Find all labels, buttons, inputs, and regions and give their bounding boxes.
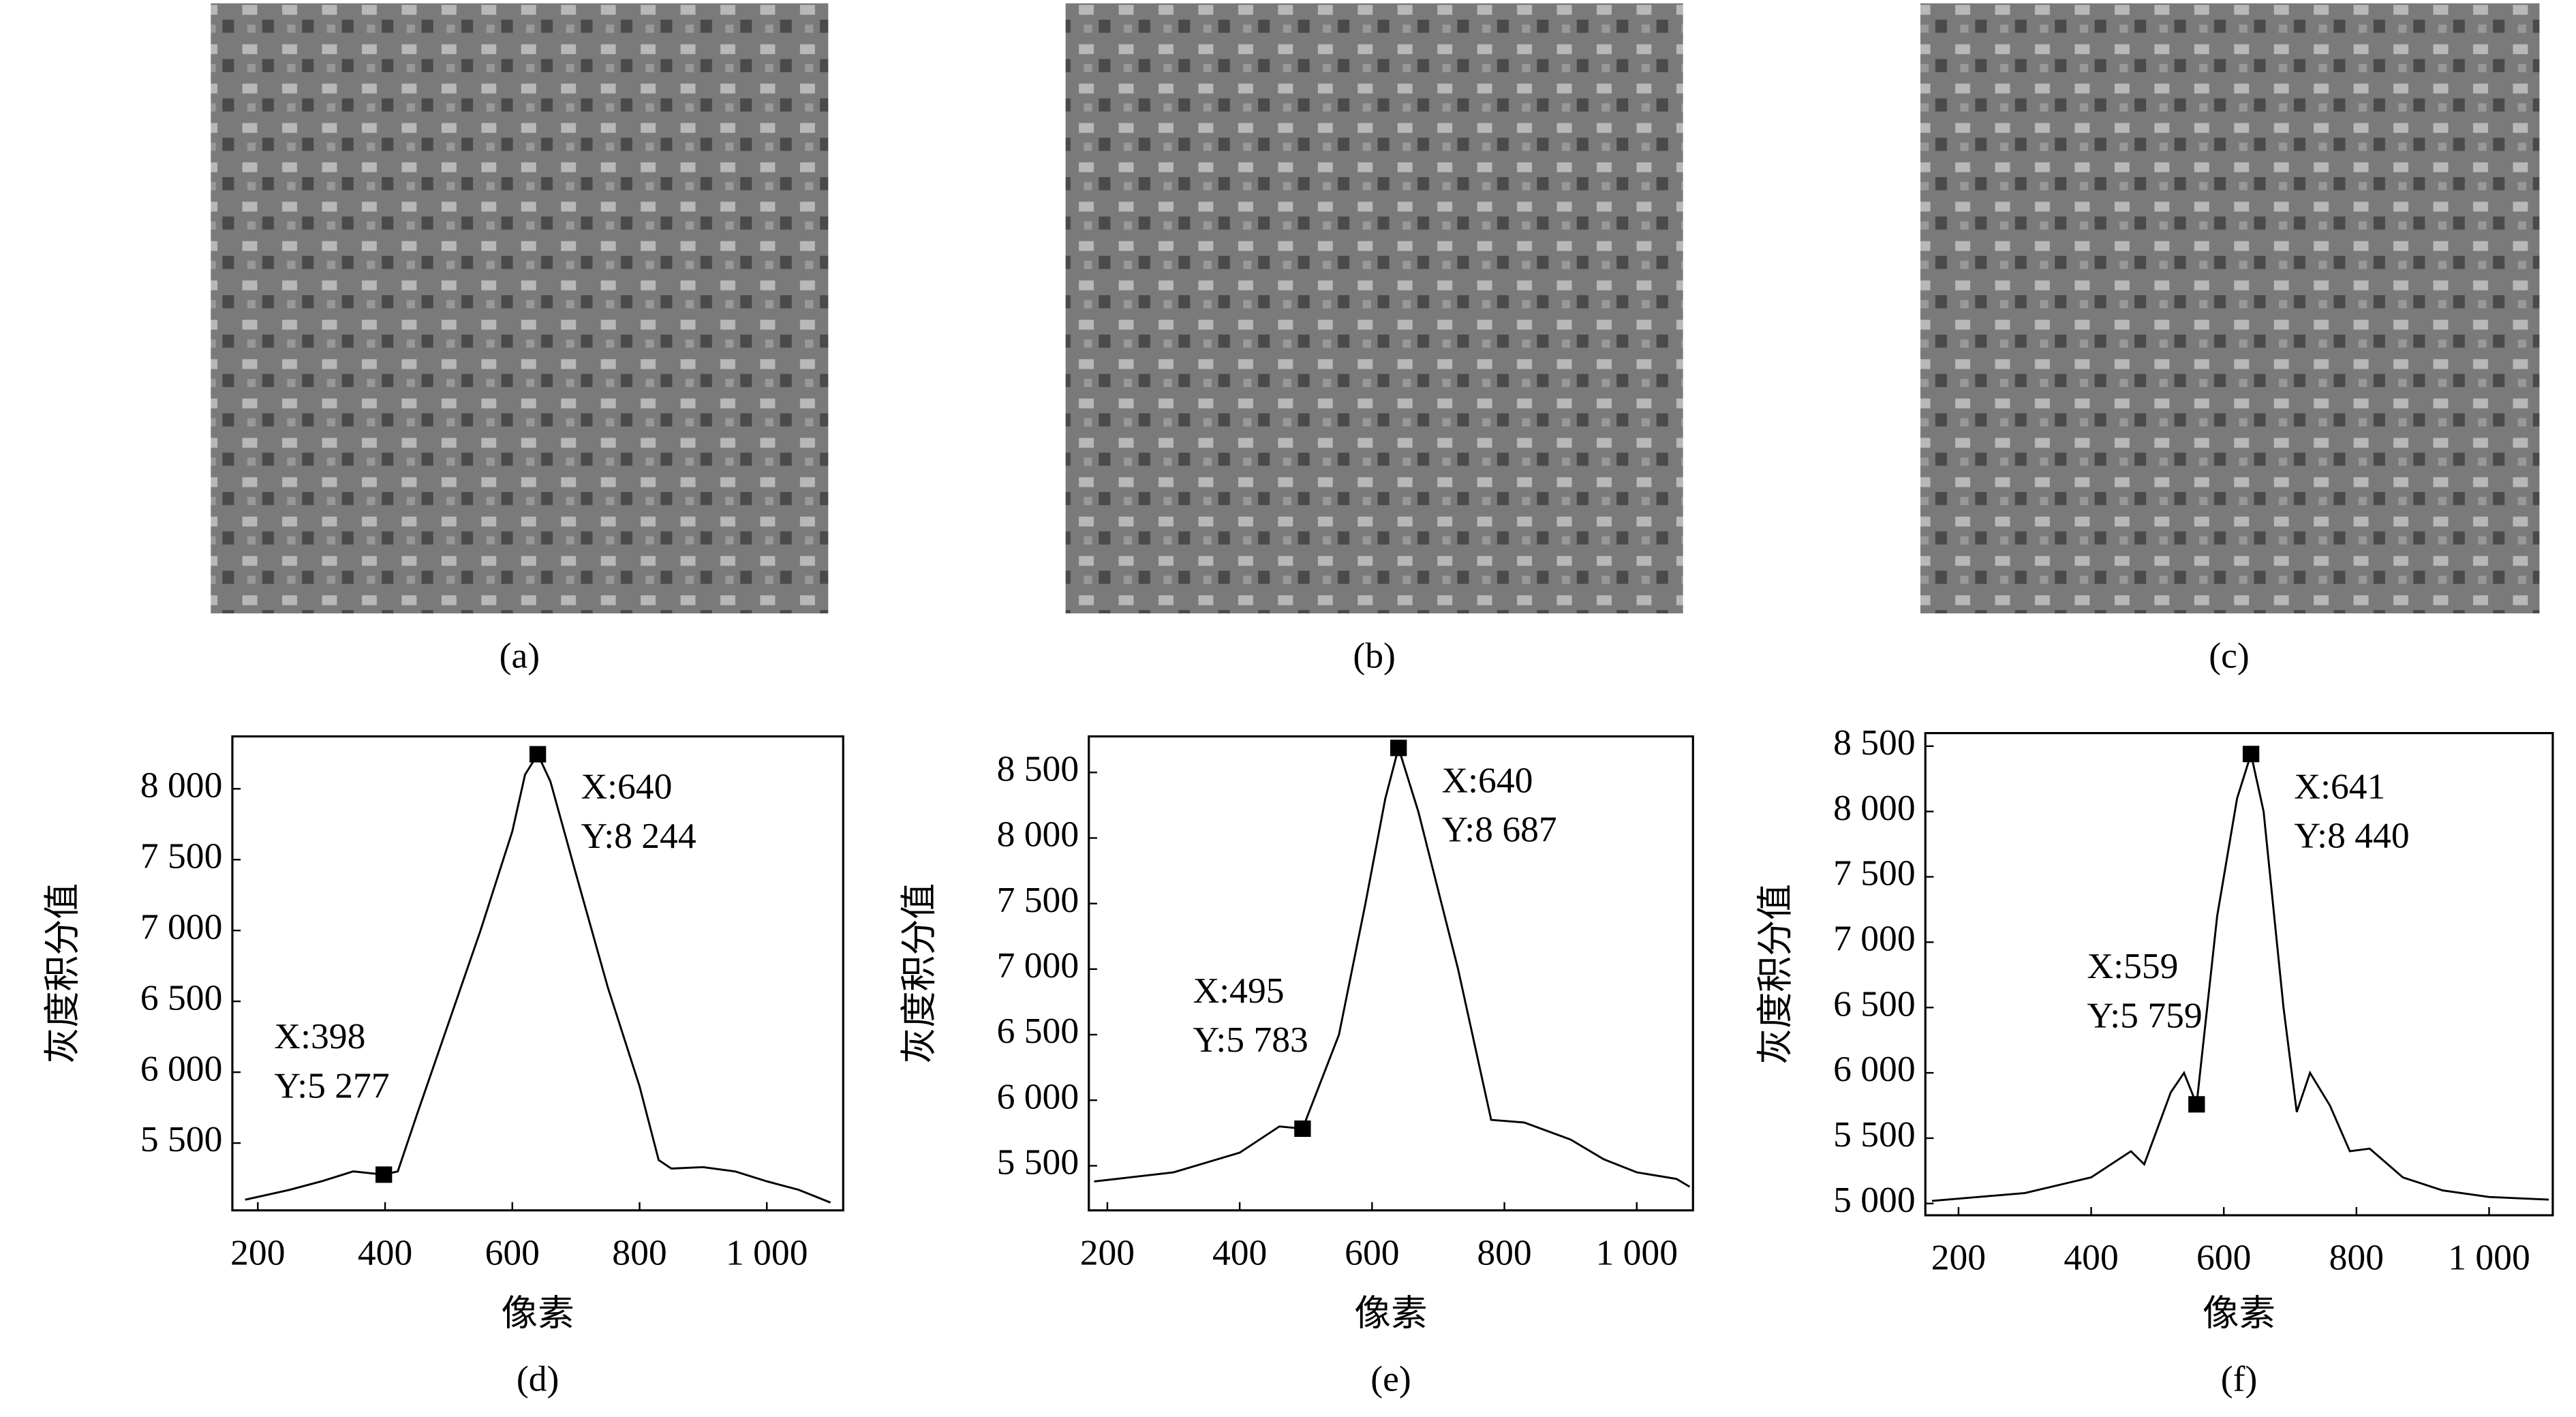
y-tick-label: 8 500 bbox=[1833, 722, 1916, 763]
y-tick-label: 5 000 bbox=[1833, 1180, 1916, 1220]
annotation-label: Y:5 277 bbox=[274, 1066, 389, 1106]
y-tick-label: 7 000 bbox=[140, 907, 223, 947]
y-tick-label: 8 000 bbox=[997, 814, 1079, 855]
x-axis-label: 像素 bbox=[502, 1294, 574, 1334]
aerial-image bbox=[1920, 3, 2540, 613]
annotation-label: X:640 bbox=[1441, 761, 1533, 801]
x-tick-label: 800 bbox=[612, 1233, 666, 1273]
y-tick-label: 6 500 bbox=[140, 978, 223, 1018]
y-tick-label: 6 000 bbox=[140, 1049, 223, 1089]
x-tick-label: 800 bbox=[1477, 1233, 1531, 1273]
chart-caption: (e) bbox=[1370, 1359, 1411, 1399]
y-tick-label: 7 000 bbox=[997, 945, 1079, 986]
x-tick-label: 200 bbox=[230, 1233, 285, 1273]
x-tick-label: 600 bbox=[485, 1233, 540, 1273]
aerial-image bbox=[211, 3, 829, 613]
annotation-label: Y:8 244 bbox=[581, 816, 696, 856]
annotation-marker bbox=[375, 1166, 393, 1183]
data-line bbox=[245, 752, 831, 1204]
annotation-marker bbox=[529, 746, 547, 763]
annotation-marker bbox=[2242, 746, 2260, 763]
x-axis-label: 像素 bbox=[1354, 1294, 1427, 1334]
data-line bbox=[1094, 744, 1691, 1188]
plot-frame bbox=[1088, 735, 1694, 1212]
data-line bbox=[1931, 750, 2549, 1202]
y-axis-label: 灰度积分值 bbox=[899, 883, 939, 1064]
annotation-label: X:495 bbox=[1193, 971, 1285, 1011]
image-caption: (a) bbox=[500, 636, 540, 676]
y-axis-label: 灰度积分值 bbox=[42, 883, 82, 1064]
y-tick-label: 7 000 bbox=[1833, 919, 1916, 959]
annotation-label: X:640 bbox=[581, 767, 672, 807]
annotation-marker bbox=[1390, 740, 1407, 757]
x-tick-label: 400 bbox=[1212, 1233, 1267, 1273]
image-caption: (b) bbox=[1353, 636, 1395, 676]
y-tick-label: 8 500 bbox=[997, 749, 1079, 789]
annotation-label: X:641 bbox=[2294, 767, 2385, 807]
x-tick-label: 600 bbox=[1345, 1233, 1399, 1273]
y-tick-label: 5 500 bbox=[997, 1142, 1079, 1183]
annotation-label: X:398 bbox=[274, 1017, 365, 1057]
y-tick-label: 6 500 bbox=[997, 1011, 1079, 1051]
x-tick-label: 200 bbox=[1080, 1233, 1135, 1273]
y-tick-label: 7 500 bbox=[1833, 853, 1916, 894]
annotation-label: Y:8 687 bbox=[1441, 810, 1557, 850]
y-tick-label: 5 500 bbox=[1833, 1114, 1916, 1155]
x-tick-label: 600 bbox=[2196, 1238, 2251, 1278]
y-tick-label: 6 000 bbox=[1833, 1049, 1916, 1089]
annotation-marker bbox=[2188, 1096, 2205, 1113]
y-tick-label: 5 500 bbox=[140, 1119, 223, 1159]
chart-caption: (f) bbox=[2221, 1359, 2258, 1399]
y-tick-label: 8 000 bbox=[1833, 788, 1916, 828]
annotation-marker bbox=[1294, 1120, 1311, 1137]
annotation-label: Y:5 783 bbox=[1193, 1020, 1308, 1060]
x-tick-label: 1 000 bbox=[2448, 1238, 2530, 1278]
y-tick-label: 7 500 bbox=[997, 880, 1079, 920]
image-caption: (c) bbox=[2209, 636, 2249, 676]
y-tick-label: 6 500 bbox=[1833, 984, 1916, 1024]
annotation-label: Y:5 759 bbox=[2087, 996, 2203, 1036]
x-tick-label: 1 000 bbox=[726, 1233, 808, 1273]
annotation-label: Y:8 440 bbox=[2294, 816, 2409, 856]
x-tick-label: 800 bbox=[2329, 1238, 2384, 1278]
y-tick-label: 7 500 bbox=[140, 836, 223, 877]
x-axis-label: 像素 bbox=[2203, 1294, 2275, 1334]
x-tick-label: 1 000 bbox=[1595, 1233, 1678, 1273]
x-tick-label: 400 bbox=[358, 1233, 412, 1273]
y-tick-label: 8 000 bbox=[140, 765, 223, 806]
aerial-image bbox=[1065, 3, 1683, 613]
x-tick-label: 200 bbox=[1931, 1238, 1986, 1278]
y-tick-label: 6 000 bbox=[997, 1077, 1079, 1117]
chart-caption: (d) bbox=[517, 1359, 559, 1399]
plot-frame bbox=[1924, 732, 2554, 1217]
x-tick-label: 400 bbox=[2064, 1238, 2118, 1278]
annotation-label: X:559 bbox=[2087, 946, 2179, 986]
y-axis-label: 灰度积分值 bbox=[1755, 884, 1796, 1065]
plot-frame bbox=[231, 735, 844, 1212]
